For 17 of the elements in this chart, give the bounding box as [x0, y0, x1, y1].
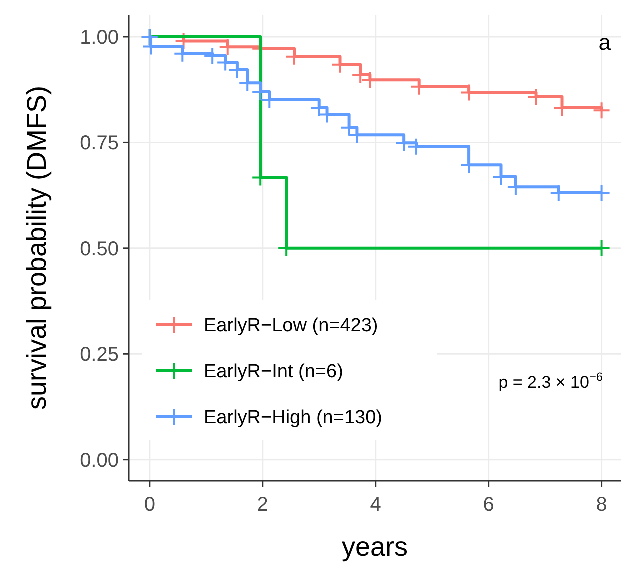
legend-label: EarlyR−Low (n=423): [204, 316, 378, 337]
y-tick-label: 0.25: [80, 344, 119, 366]
x-tick-label: 4: [370, 494, 382, 516]
annotation: p = 2.3 × 10$^{−6}$: [498, 370, 604, 392]
legend-label: EarlyR−Int (n=6): [204, 362, 344, 383]
y-axis-title: survival probability (DMFS): [22, 86, 52, 410]
x-tick-label: 0: [144, 494, 156, 516]
y-tick-label: 0.50: [80, 238, 119, 260]
x-axis-title: years: [342, 532, 408, 562]
legend-label: EarlyR−High (n=130): [204, 408, 382, 429]
x-tick-label: 2: [257, 494, 268, 516]
y-tick-label: 0.75: [80, 132, 119, 155]
y-tick-label: 1.00: [80, 26, 119, 49]
annotation: a: [598, 30, 612, 55]
x-tick-label: 6: [483, 494, 494, 516]
y-tick-label: 0.00: [80, 450, 119, 472]
x-tick-label: 8: [596, 494, 608, 516]
